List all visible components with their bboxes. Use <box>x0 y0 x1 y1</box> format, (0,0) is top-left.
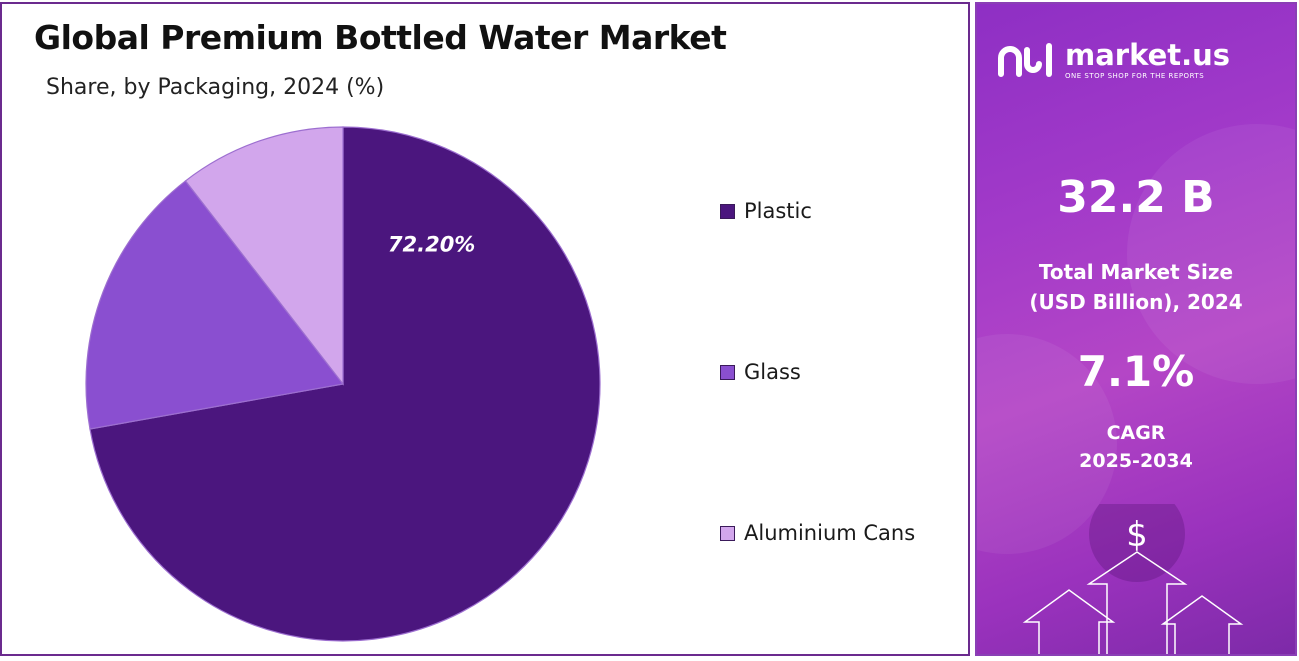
cagr-value: 7.1% <box>1077 347 1195 396</box>
legend-item-glass: Glass <box>720 360 801 384</box>
legend-swatch-glass <box>720 364 735 380</box>
market-size-label-line1: Total Market Size <box>1038 260 1234 284</box>
cagr-label-line1: CAGR <box>1106 422 1166 444</box>
up-arrow-icon <box>1086 551 1188 654</box>
brand-name: market.us <box>1065 38 1231 72</box>
chart-legend: Plastic Glass Aluminium Cans <box>720 4 970 654</box>
pie-chart: 72.20% <box>85 126 601 642</box>
legend-swatch-aluminium-cans <box>720 525 735 541</box>
pie-slice-plastic <box>89 126 601 642</box>
brand-logo: market.us ONE STOP SHOP FOR THE REPORTS <box>997 40 1230 80</box>
pie-slice-glass <box>85 180 345 430</box>
legend-item-plastic: Plastic <box>720 199 812 223</box>
market-size-label-line2: (USD Billion), 2024 <box>1029 290 1243 314</box>
summary-panel: market.us ONE STOP SHOP FOR THE REPORTS … <box>975 2 1297 656</box>
pie-slice-aluminium-cans <box>184 126 344 386</box>
legend-label-plastic: Plastic <box>744 199 812 223</box>
legend-item-aluminium-cans: Aluminium Cans <box>720 521 915 545</box>
data-label-plastic: 72.20% <box>388 233 475 257</box>
cagr-label-line2: 2025-2034 <box>1079 450 1193 472</box>
legend-label-glass: Glass <box>744 360 801 384</box>
chart-panel: Global Premium Bottled Water Market Shar… <box>0 2 970 656</box>
brand-tagline: ONE STOP SHOP FOR THE REPORTS <box>1065 72 1205 80</box>
chart-title: Global Premium Bottled Water Market <box>34 18 727 57</box>
dollar-icon: $ <box>1126 515 1148 555</box>
market-us-logo-icon <box>998 43 1052 77</box>
growth-illustration: $ <box>1022 504 1244 654</box>
legend-label-aluminium-cans: Aluminium Cans <box>744 521 916 545</box>
up-arrow-icon <box>1160 595 1244 654</box>
up-arrow-icon <box>1022 589 1116 654</box>
chart-subtitle: Share, by Packaging, 2024 (%) <box>46 75 385 100</box>
background-shape <box>1127 124 1295 384</box>
market-size-value: 32.2 B <box>1057 172 1215 223</box>
legend-swatch-plastic <box>720 203 735 219</box>
coin-circle <box>1089 504 1185 582</box>
